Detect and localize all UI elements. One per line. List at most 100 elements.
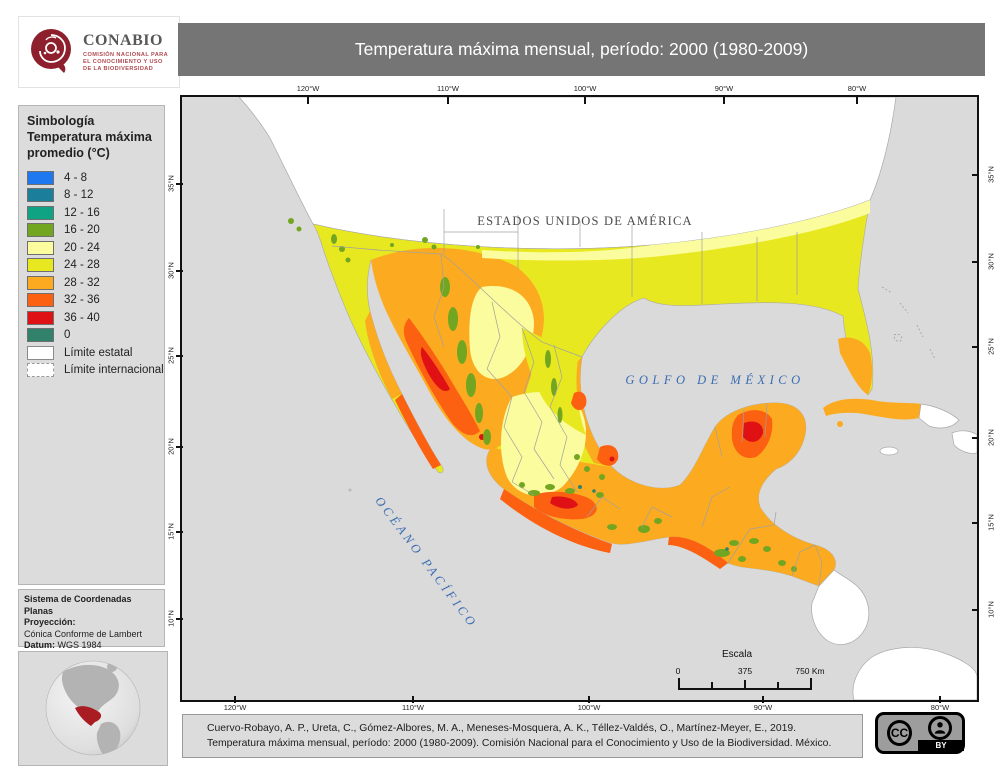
globe-icon [45, 660, 141, 756]
legend-item-label: 4 - 8 [64, 171, 88, 184]
lon-top-100w: 100°W [573, 84, 597, 93]
region-southamerica-nodata [852, 647, 977, 700]
region-chihuahua-pale [469, 286, 534, 379]
legend-subtitle: Temperatura máxima promedio (°C) [27, 130, 152, 160]
tick [972, 261, 979, 263]
legend-item: 12 - 16 [27, 204, 164, 222]
region-red-dot2 [609, 456, 615, 462]
cc-icon: CC [887, 720, 913, 746]
region-cuba-east-nodata [918, 403, 960, 429]
legend-item-label: 0 [64, 329, 71, 342]
scalebar-tick [777, 682, 779, 688]
tick [176, 618, 183, 620]
logo-subtitle-1: COMISIÓN NACIONAL PARA [83, 51, 169, 58]
legend-item-label: 28 - 32 [64, 276, 100, 289]
region-nicaragua-nodata [811, 569, 870, 645]
tick [584, 97, 586, 104]
logo-name: CONABIO [83, 31, 163, 49]
citation-line2: Temperatura máxima mensual, período: 200… [207, 738, 832, 749]
tick [939, 696, 941, 703]
region-tamaulipas-spot [571, 391, 587, 411]
lon-bottom-100w: 100°W [577, 703, 601, 712]
map-canvas: ESTADOS UNIDOS DE AMÉRICA GOLFO DE MÉXIC… [182, 97, 977, 700]
legend-item-label: Límite estatal [64, 346, 133, 359]
legend-swatch [27, 363, 54, 378]
legend-item: Límite estatal [27, 344, 164, 362]
legend-item-label: 8 - 12 [64, 189, 94, 202]
projection-title: Sistema de Coordenadas Planas [24, 594, 132, 616]
legend-item: 0 [27, 327, 164, 345]
legend-swatch [27, 275, 54, 290]
region-jamaica [879, 446, 899, 456]
tick [176, 183, 183, 185]
lat-left-10n: 10°N [166, 610, 176, 627]
legend-swatch [27, 258, 54, 273]
lon-bottom-90w: 90°W [753, 703, 773, 712]
tick [972, 522, 979, 524]
scalebar-tick [711, 682, 713, 688]
lat-right-10n: 10°N [986, 601, 996, 618]
lat-right-35n: 35°N [986, 166, 996, 183]
region-red-yucatan [743, 421, 764, 442]
lat-right-15n: 15°N [986, 514, 996, 531]
label-gulf: GOLFO DE MÉXICO [625, 373, 804, 387]
tick [176, 531, 183, 533]
tick [762, 696, 764, 703]
legend-item: 28 - 32 [27, 274, 164, 292]
tick [412, 696, 414, 703]
region-pacific-islets [348, 488, 382, 507]
lat-left-35n: 35°N [166, 175, 176, 192]
conabio-logo-icon [29, 27, 75, 78]
lon-bottom-110w: 110°W [401, 703, 425, 712]
legend-swatch [27, 188, 54, 203]
legend-item-label: 32 - 36 [64, 294, 100, 307]
citation-box: Cuervo-Robayo, A. P., Ureta, C., Gómez-A… [182, 714, 863, 758]
region-baja-mid [365, 311, 402, 399]
lat-left-20n: 20°N [166, 438, 176, 455]
lon-top-90w: 90°W [714, 84, 734, 93]
tick [307, 97, 309, 104]
projection-value: Cónica Conforme de Lambert [24, 628, 143, 639]
label-usa: ESTADOS UNIDOS DE AMÉRICA [477, 214, 692, 228]
region-cuba-west [823, 398, 921, 420]
conabio-logo-text: CONABIO COMISIÓN NACIONAL PARA EL CONOCI… [83, 32, 168, 73]
region-greens [288, 218, 797, 572]
tick [972, 437, 979, 439]
person-icon [928, 716, 953, 740]
legend-item-label: 16 - 20 [64, 224, 100, 237]
legend-item: 36 - 40 [27, 309, 164, 327]
region-bahamas [881, 286, 936, 360]
region-chiapas-coast [668, 536, 728, 569]
region-red-sinaloa [420, 347, 450, 392]
legend-swatch [27, 205, 54, 220]
region-pale-band [482, 200, 870, 261]
tick [972, 609, 979, 611]
legend-item-label: 24 - 28 [64, 259, 100, 272]
conabio-logo-box: CONABIO COMISIÓN NACIONAL PARA EL CONOCI… [18, 16, 180, 88]
lon-top-80w: 80°W [847, 84, 867, 93]
projection-box: Sistema de Coordenadas Planas Proyección… [18, 589, 165, 650]
tick [588, 696, 590, 703]
region-red-balsas [550, 496, 578, 509]
legend-swatch [27, 310, 54, 325]
legend-item: 24 - 28 [27, 257, 164, 275]
map-title: Temperatura máxima mensual, período: 200… [354, 39, 809, 59]
projection-label: Proyección: [24, 617, 76, 627]
region-florida-south [838, 337, 873, 395]
lat-right-20n: 20°N [986, 429, 996, 446]
lat-left-25n: 25°N [166, 347, 176, 364]
tick [176, 355, 183, 357]
legend-swatch [27, 328, 54, 343]
region-guerrero-strip [500, 489, 612, 553]
tick [176, 446, 183, 448]
tick [234, 696, 236, 703]
legend-item: Límite internacional [27, 362, 164, 380]
by-label: BY [918, 740, 965, 751]
scalebar-tick [678, 678, 680, 688]
legend-swatch [27, 345, 54, 360]
citation-line1: Cuervo-Robayo, A. P., Ureta, C., Gómez-A… [207, 723, 797, 734]
tick [856, 97, 858, 104]
logo-subtitle-3: DE LA BIODIVERSIDAD [83, 65, 154, 72]
lon-top-110w: 110°W [436, 84, 460, 93]
